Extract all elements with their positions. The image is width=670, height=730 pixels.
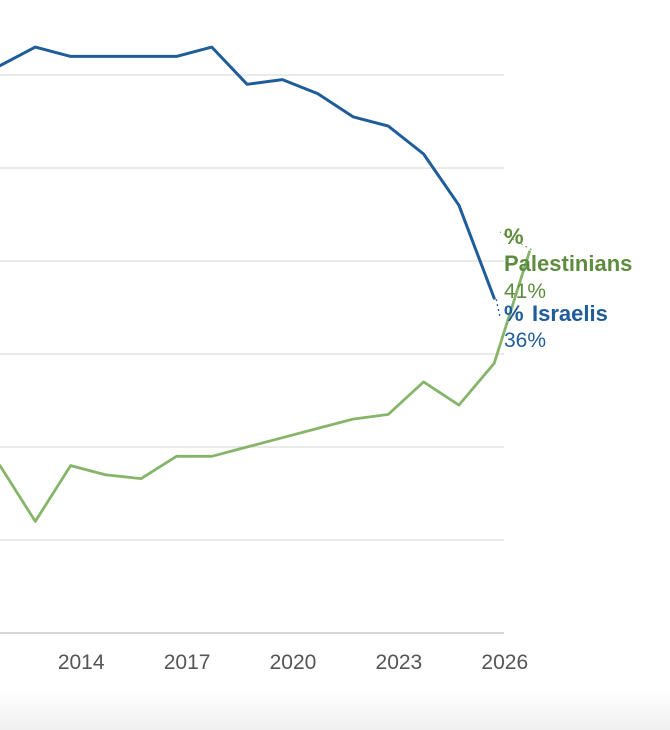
israelis-label-prefix: % bbox=[504, 301, 524, 326]
x-tick-label: 2014 bbox=[58, 651, 105, 674]
palestinians-label-name: Palestinians bbox=[504, 251, 632, 276]
gridlines bbox=[0, 74, 504, 634]
series-end-labels: % Palestinians 41% % Israelis 36% bbox=[504, 224, 632, 352]
israelis-leader bbox=[495, 299, 501, 318]
x-tick-label: 2026 bbox=[481, 651, 528, 674]
palestinians-end-value: 41% bbox=[504, 280, 546, 303]
palestinians-line bbox=[0, 250, 531, 523]
series-layer bbox=[0, 45, 532, 523]
x-tick-label: 2017 bbox=[164, 651, 211, 674]
israelis-end-value: 36% bbox=[504, 329, 546, 352]
x-tick-label: 2023 bbox=[376, 651, 423, 674]
bottom-fade bbox=[0, 690, 670, 730]
x-axis-ticks: 2014 2017 2020 2023 2026 bbox=[58, 651, 528, 674]
x-tick-label: 2020 bbox=[270, 651, 317, 674]
palestinians-leader bbox=[499, 231, 532, 251]
israelis-label-name: Israelis bbox=[532, 301, 608, 326]
palestinians-label-prefix: % bbox=[504, 224, 524, 249]
